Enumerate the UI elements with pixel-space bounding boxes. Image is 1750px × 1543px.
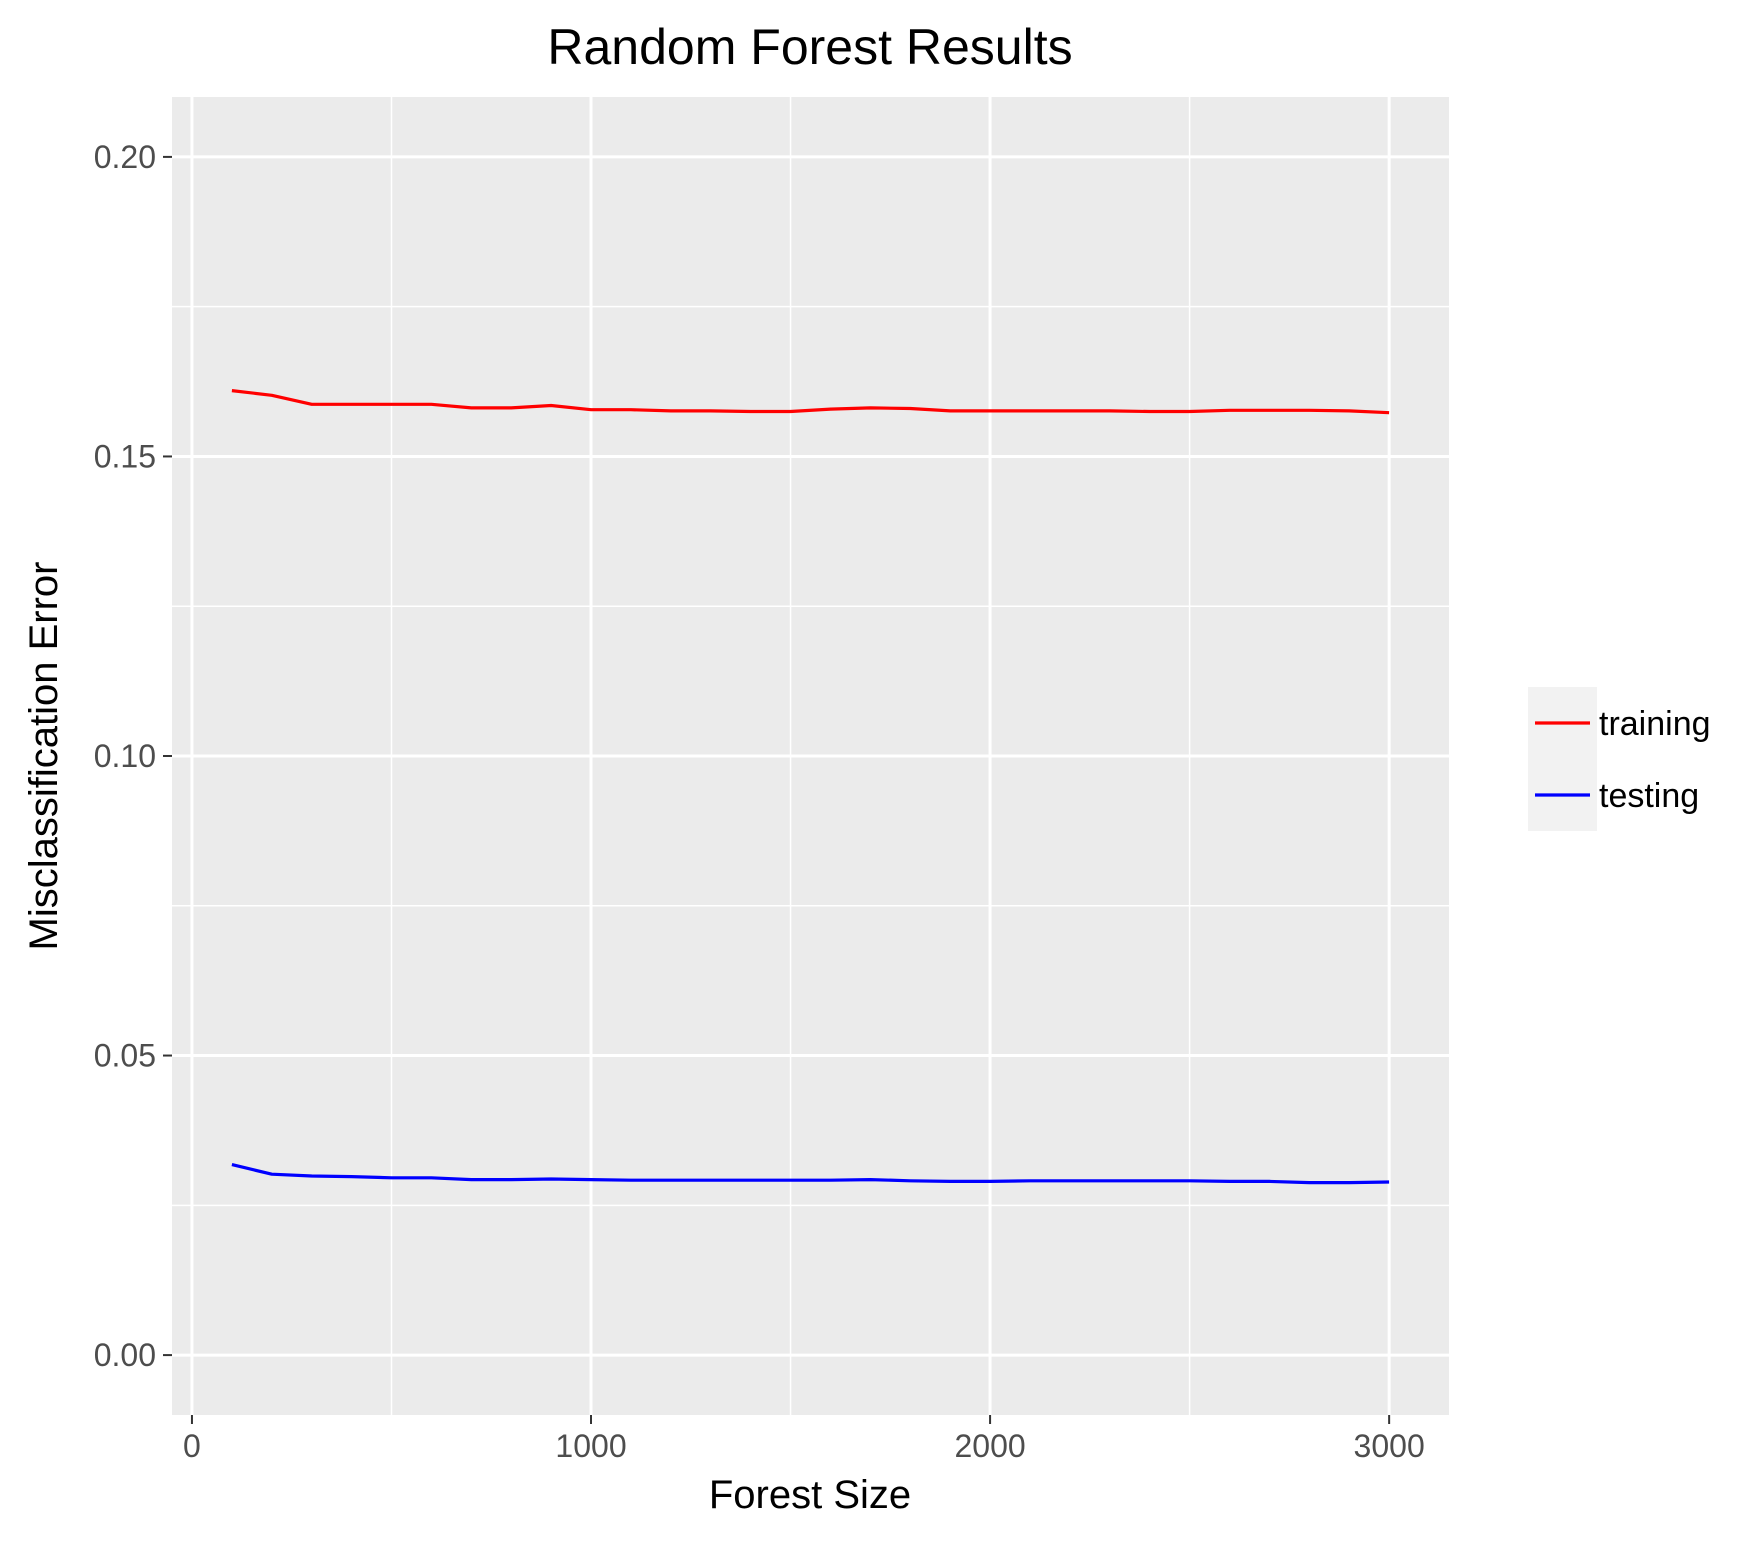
y-axis: 0.00 0.05 0.10 0.15 0.20 (94, 139, 172, 1373)
y-tick-label: 0.00 (94, 1337, 156, 1373)
x-tick-label: 3000 (1354, 1428, 1425, 1464)
x-tick-label: 1000 (555, 1428, 626, 1464)
chart-title: Random Forest Results (547, 19, 1072, 75)
x-axis-title: Forest Size (709, 1473, 911, 1517)
legend-label-training: training (1599, 705, 1711, 743)
y-tick-label: 0.15 (94, 438, 156, 474)
legend-label-testing: testing (1599, 777, 1699, 815)
legend: training testing (1528, 687, 1711, 831)
y-tick-label: 0.10 (94, 738, 156, 774)
y-tick-label: 0.20 (94, 139, 156, 175)
x-tick-label: 2000 (954, 1428, 1025, 1464)
y-axis-title: Misclassification Error (22, 562, 66, 951)
series-lines (231, 389, 1390, 1185)
x-axis: 0 1000 2000 3000 (183, 1415, 1425, 1464)
series-line-testing (231, 1163, 1390, 1185)
series-line-training (231, 389, 1390, 415)
major-gridlines (172, 97, 1449, 1415)
x-tick-label: 0 (183, 1428, 201, 1464)
y-tick-label: 0.05 (94, 1038, 156, 1074)
